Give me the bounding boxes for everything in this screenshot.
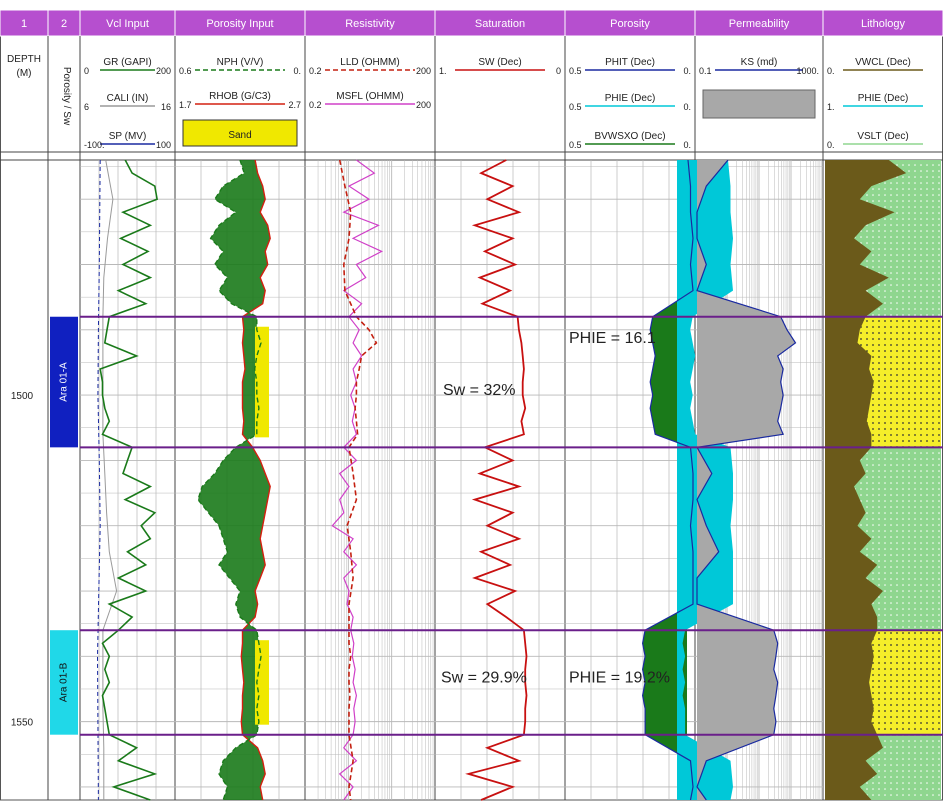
depth-axis: 1500 1550 [11,391,34,729]
annotations: PHIE = 16.1 Sw = 32% Sw = 29.9% PHIE = 19.2… [441,330,670,687]
track-header-vcl [79,9,176,37]
track-header-1 [0,9,49,37]
legend-max-sw: 0 [556,66,561,76]
legend-min-phie2: 1. [827,102,835,112]
legend-max-msfl: 200 [416,100,431,110]
track-title-poro: Porosity [610,18,650,30]
track-backgrounds [0,9,943,801]
legend-min-msfl: 0.2 [309,100,322,110]
zone-name: Ara 01-A [59,362,70,402]
legend-min-vwcl: 0. [827,66,835,76]
nphi-curve [197,159,262,801]
depth-tick-label: 1500 [11,391,34,402]
legend-max-ks: 1000. [796,66,819,76]
track-title-vcl: Vcl Input [106,18,149,30]
legend-max-lld: 200 [416,66,431,76]
depth-tick-label: 1550 [11,718,34,729]
cali-curve [102,159,118,800]
track-title-lith: Lithology [861,18,906,30]
legend-min-bvw: 0.5 [569,140,582,150]
vwcl-fill [825,160,907,800]
legend-max-gr: 200 [156,66,171,76]
annotation-label: PHIE = 16.1 [569,330,656,347]
legend-label-gr: GR (GAPI) [103,57,151,68]
nphi-rhob-shale-fill [198,160,271,800]
zone-bar [50,316,78,448]
legend-max-phit: 0. [683,66,691,76]
gr-curve [99,159,159,801]
legend-min-rhob: 1.7 [179,100,192,110]
legend-label-sand: Sand [228,130,251,141]
legend-label-nphi: NPH (V/V) [217,57,264,68]
legend-label-ks: KS (md) [741,57,778,68]
legend-perm-swatch [702,89,816,119]
depth-header-label: DEPTH [7,54,41,65]
legend-label-lld: LLD (OHMM) [340,57,399,68]
annotation-label: Sw = 32% [443,382,515,399]
legend-label-vslt: VSLT (Dec) [857,131,908,142]
legend-max-cali: 16 [161,102,171,112]
legend-label-msfl: MSFL (OHMM) [336,91,403,102]
track-header-2 [47,9,81,37]
legend-label-phie2: PHIE (Dec) [858,93,909,104]
rhob-curve [240,159,271,801]
annotation-label: PHIE = 19.2% [569,669,670,686]
track-title-1: 1 [21,18,27,30]
annotation-label: Sw = 29.9% [441,669,527,686]
legend-min-vslt: 0. [827,140,835,150]
ks-curve [696,159,797,801]
curve-lines [96,159,797,801]
phit-curve [641,159,694,801]
legend-label-cali: CALI (IN) [107,93,149,104]
legend-label-phit: PHIT (Dec) [605,57,655,68]
legend-min-ks: 0.1 [699,66,712,76]
legend-min-nphi: 0.6 [179,66,192,76]
legend-min-sp: -100. [84,140,105,150]
legend-sand-swatch [182,119,298,147]
curve-legend-row: DEPTH (M) Porosity / Sw GR (GAPI) 0 200 CALI (… [7,54,923,150]
lld-curve [338,159,378,801]
sand-crossover-fill [255,640,269,725]
legend-max-nphi: 0. [293,66,301,76]
track-header-lith [822,9,943,37]
track-title-res: Resistivity [345,18,395,30]
legend-min-phit: 0.5 [569,66,582,76]
legend-max-rhob: 2.7 [288,100,301,110]
legend-label-sp: SP (MV) [109,131,147,142]
track-header-por [174,9,306,37]
chart-frame [0,9,943,801]
curve-fills [198,160,941,800]
legend-min-gr: 0 [84,66,89,76]
track-header-row: 1 2 Vcl Input Porosity Input Resistivity Satu… [0,9,943,37]
legend-label-vwcl: VWCL (Dec) [855,57,911,68]
depth-header-unit: (M) [17,68,32,79]
legend-min-cali: 6 [84,102,89,112]
zone-name: Ara 01-B [59,662,70,702]
zone-markers: Ara 01-A Ara 01-B [50,315,943,736]
track2-header-label: Porosity / Sw [61,67,72,126]
sw-curve [465,159,528,801]
legend-min-lld: 0.2 [309,66,322,76]
track-title-por: Porosity Input [206,18,273,30]
zone-bar [50,630,78,735]
perm-fill [697,160,796,800]
track-title-2: 2 [61,18,67,30]
legend-min-sw: 1. [439,66,447,76]
legend-label-bvw: BVWSXO (Dec) [594,131,665,142]
legend-label-rhob: RHOB (G/C3) [209,91,271,102]
legend-max-sp: 100 [156,140,171,150]
track-header-sat [434,9,566,37]
legend-label-phie: PHIE (Dec) [605,93,656,104]
legend-label-sw: SW (Dec) [478,57,521,68]
track-title-sat: Saturation [475,18,525,30]
legend-min-phie: 0.5 [569,102,582,112]
legend-max-phie: 0. [683,102,691,112]
legend-max-bvw: 0. [683,140,691,150]
track-title-perm: Permeability [729,18,790,30]
msfl-curve [331,159,384,801]
